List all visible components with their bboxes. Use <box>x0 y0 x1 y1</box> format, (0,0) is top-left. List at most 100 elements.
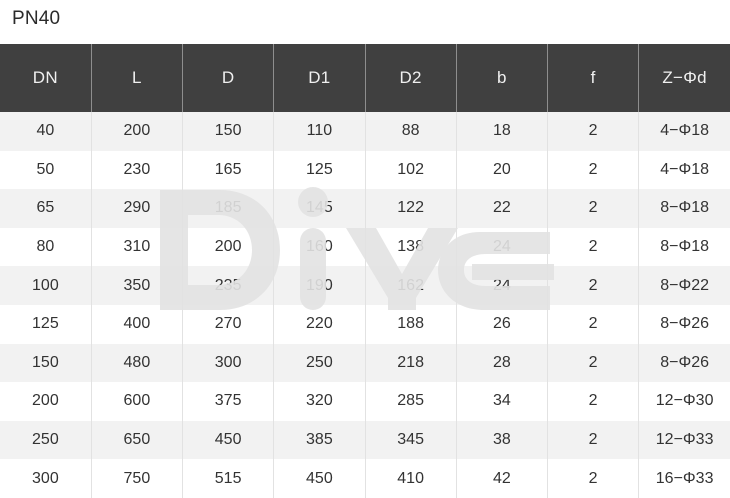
column-header-d2: D2 <box>365 44 457 112</box>
cell-d2: 162 <box>365 266 457 305</box>
cell-zphid: 12−Φ30 <box>638 382 730 421</box>
header-row: DN L D D1 D2 b f Z−Φd <box>0 44 730 112</box>
cell-d: 450 <box>182 420 275 460</box>
column-header-zphid: Z−Φd <box>638 44 730 112</box>
table-body: 40 200 150 110 88 18 2 4−Φ18 50 230 165 … <box>0 112 730 498</box>
cell-f: 2 <box>547 112 640 151</box>
cell-zphid: 8−Φ26 <box>638 304 730 344</box>
cell-f: 2 <box>547 227 640 267</box>
cell-b: 42 <box>456 459 549 498</box>
cell-d2: 138 <box>365 227 457 267</box>
cell-d2: 122 <box>365 189 457 228</box>
spec-table-page: PN40 DN <box>0 8 730 498</box>
cell-l: 400 <box>91 304 184 344</box>
cell-l: 230 <box>91 150 184 190</box>
cell-d: 270 <box>182 304 275 344</box>
cell-f: 2 <box>547 304 640 344</box>
table-row: 80 310 200 160 138 24 2 8−Φ18 <box>0 227 730 267</box>
cell-d2: 410 <box>365 459 457 498</box>
cell-dn: 50 <box>0 150 92 190</box>
column-header-l: L <box>91 44 184 112</box>
spec-table-container: DN L D D1 D2 b f Z−Φd 40 200 150 110 88 <box>0 44 730 498</box>
cell-zphid: 16−Φ33 <box>638 459 730 498</box>
cell-zphid: 8−Φ18 <box>638 227 730 267</box>
column-header-f: f <box>547 44 640 112</box>
table-row: 300 750 515 450 410 42 2 16−Φ33 <box>0 459 730 498</box>
cell-l: 480 <box>91 343 184 383</box>
cell-dn: 100 <box>0 266 92 305</box>
cell-l: 750 <box>91 459 184 498</box>
cell-zphid: 8−Φ26 <box>638 343 730 383</box>
cell-zphid: 12−Φ33 <box>638 420 730 460</box>
cell-l: 310 <box>91 227 184 267</box>
cell-dn: 200 <box>0 382 92 421</box>
cell-f: 2 <box>547 189 640 228</box>
cell-d1: 110 <box>273 112 366 151</box>
spec-table: DN L D D1 D2 b f Z−Φd 40 200 150 110 88 <box>0 44 730 498</box>
cell-d2: 218 <box>365 343 457 383</box>
cell-dn: 300 <box>0 459 92 498</box>
cell-dn: 65 <box>0 189 92 228</box>
page-title: PN40 <box>12 8 61 29</box>
table-row: 125 400 270 220 188 26 2 8−Φ26 <box>0 304 730 344</box>
cell-f: 2 <box>547 459 640 498</box>
cell-f: 2 <box>547 266 640 305</box>
cell-dn: 250 <box>0 420 92 460</box>
cell-b: 20 <box>456 150 549 190</box>
cell-f: 2 <box>547 150 640 190</box>
cell-b: 24 <box>456 227 549 267</box>
table-row: 150 480 300 250 218 28 2 8−Φ26 <box>0 343 730 383</box>
cell-b: 24 <box>456 266 549 305</box>
cell-b: 28 <box>456 343 549 383</box>
cell-d2: 188 <box>365 304 457 344</box>
cell-dn: 40 <box>0 112 92 151</box>
cell-b: 18 <box>456 112 549 151</box>
cell-d: 235 <box>182 266 275 305</box>
cell-zphid: 8−Φ18 <box>638 189 730 228</box>
table-row: 250 650 450 385 345 38 2 12−Φ33 <box>0 420 730 460</box>
cell-d1: 125 <box>273 150 366 190</box>
cell-d: 150 <box>182 112 275 151</box>
table-row: 50 230 165 125 102 20 2 4−Φ18 <box>0 150 730 190</box>
cell-d2: 345 <box>365 420 457 460</box>
cell-b: 22 <box>456 189 549 228</box>
cell-dn: 80 <box>0 227 92 267</box>
column-header-d: D <box>182 44 275 112</box>
cell-d: 375 <box>182 382 275 421</box>
cell-l: 290 <box>91 189 184 228</box>
cell-b: 38 <box>456 420 549 460</box>
cell-dn: 150 <box>0 343 92 383</box>
column-header-dn: DN <box>0 44 92 112</box>
cell-l: 200 <box>91 112 184 151</box>
cell-l: 650 <box>91 420 184 460</box>
cell-d2: 88 <box>365 112 457 151</box>
cell-d: 185 <box>182 189 275 228</box>
cell-d: 200 <box>182 227 275 267</box>
cell-d1: 250 <box>273 343 366 383</box>
table-row: 100 350 235 190 162 24 2 8−Φ22 <box>0 266 730 305</box>
cell-d: 300 <box>182 343 275 383</box>
cell-d: 165 <box>182 150 275 190</box>
column-header-b: b <box>456 44 549 112</box>
cell-b: 26 <box>456 304 549 344</box>
cell-zphid: 4−Φ18 <box>638 150 730 190</box>
cell-d1: 450 <box>273 459 366 498</box>
cell-l: 350 <box>91 266 184 305</box>
cell-d1: 320 <box>273 382 366 421</box>
cell-d: 515 <box>182 459 275 498</box>
cell-l: 600 <box>91 382 184 421</box>
column-header-d1: D1 <box>273 44 366 112</box>
cell-d1: 190 <box>273 266 366 305</box>
cell-d2: 285 <box>365 382 457 421</box>
cell-d1: 145 <box>273 189 366 228</box>
cell-d1: 160 <box>273 227 366 267</box>
table-row: 65 290 185 145 122 22 2 8−Φ18 <box>0 189 730 228</box>
cell-dn: 125 <box>0 304 92 344</box>
table-row: 40 200 150 110 88 18 2 4−Φ18 <box>0 112 730 151</box>
table-header: DN L D D1 D2 b f Z−Φd <box>0 44 730 112</box>
cell-zphid: 4−Φ18 <box>638 112 730 151</box>
cell-f: 2 <box>547 420 640 460</box>
cell-d2: 102 <box>365 150 457 190</box>
table-row: 200 600 375 320 285 34 2 12−Φ30 <box>0 382 730 421</box>
cell-f: 2 <box>547 343 640 383</box>
